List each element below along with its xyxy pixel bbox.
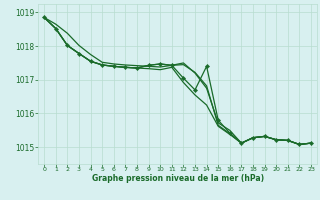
X-axis label: Graphe pression niveau de la mer (hPa): Graphe pression niveau de la mer (hPa)	[92, 174, 264, 183]
